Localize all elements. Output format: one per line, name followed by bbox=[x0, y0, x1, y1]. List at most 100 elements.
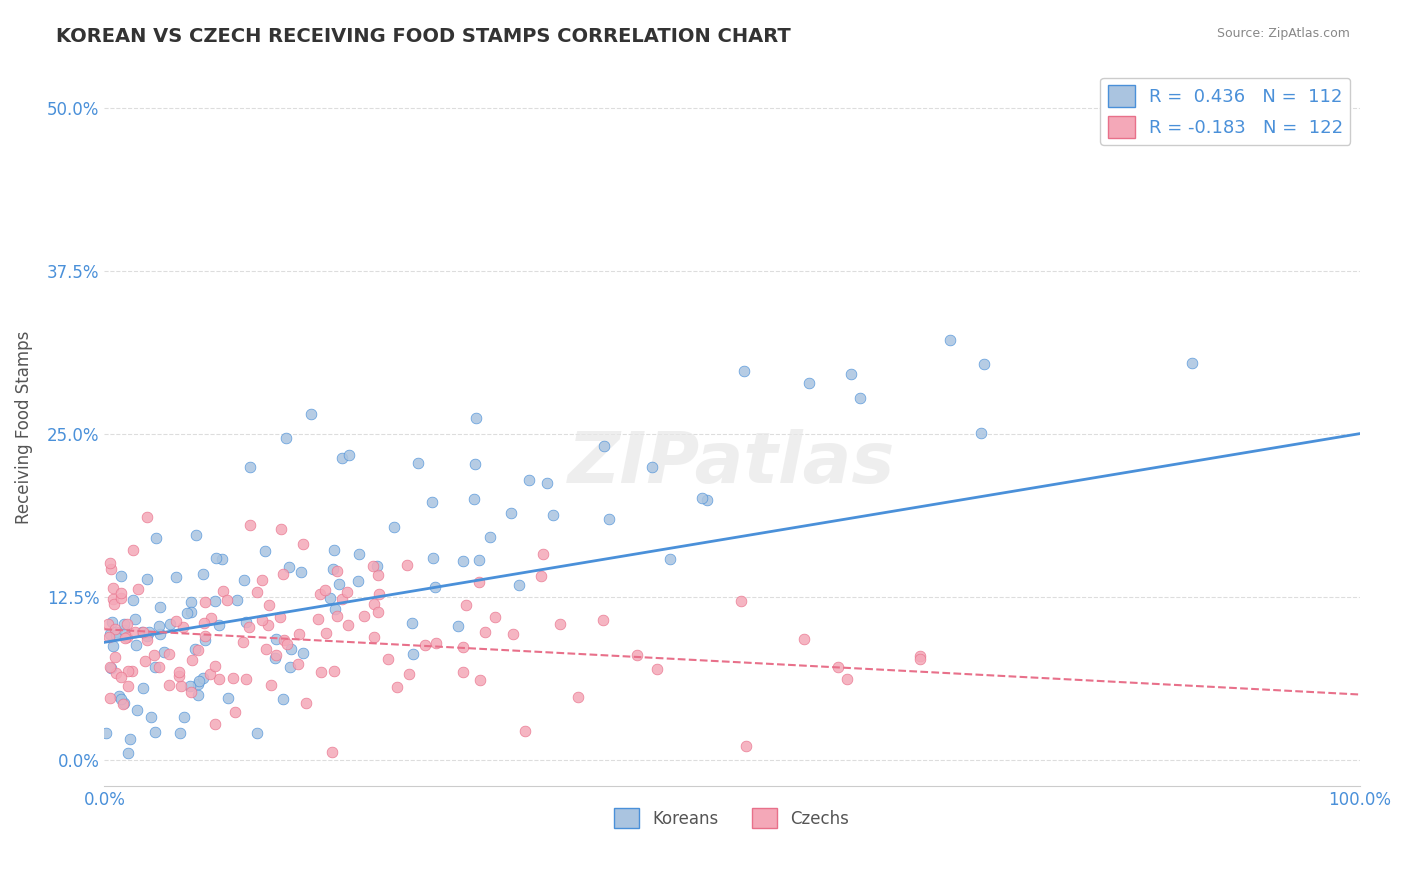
Point bbox=[204, 659, 226, 673]
Point bbox=[125, 638, 148, 652]
Point bbox=[141, 710, 163, 724]
Point bbox=[1181, 356, 1204, 370]
Point bbox=[232, 635, 254, 649]
Point bbox=[395, 558, 418, 572]
Point bbox=[235, 673, 257, 687]
Point bbox=[468, 552, 491, 566]
Point bbox=[645, 661, 668, 675]
Point bbox=[194, 595, 217, 609]
Point bbox=[169, 726, 191, 740]
Point bbox=[127, 582, 149, 596]
Point bbox=[307, 612, 329, 626]
Point bbox=[291, 647, 314, 661]
Point bbox=[277, 560, 299, 574]
Point bbox=[273, 632, 295, 647]
Point bbox=[592, 439, 614, 453]
Point bbox=[598, 512, 620, 526]
Point bbox=[165, 570, 187, 584]
Point bbox=[385, 681, 408, 695]
Point bbox=[187, 643, 209, 657]
Point bbox=[204, 594, 226, 608]
Point bbox=[626, 648, 648, 662]
Point bbox=[187, 677, 209, 691]
Point bbox=[98, 660, 121, 674]
Point bbox=[153, 645, 176, 659]
Point bbox=[115, 617, 138, 632]
Point bbox=[259, 598, 281, 612]
Point bbox=[136, 632, 159, 647]
Point bbox=[104, 628, 127, 642]
Legend: Koreans, Czechs: Koreans, Czechs bbox=[607, 801, 856, 835]
Point bbox=[143, 725, 166, 739]
Point bbox=[474, 624, 496, 639]
Point bbox=[239, 460, 262, 475]
Point bbox=[548, 617, 571, 632]
Point bbox=[328, 577, 350, 591]
Point bbox=[363, 630, 385, 644]
Point bbox=[180, 605, 202, 619]
Point bbox=[193, 615, 215, 630]
Point bbox=[136, 629, 159, 643]
Point bbox=[134, 655, 156, 669]
Point bbox=[94, 725, 117, 739]
Point bbox=[271, 691, 294, 706]
Point bbox=[730, 594, 752, 608]
Point bbox=[299, 407, 322, 421]
Point bbox=[179, 679, 201, 693]
Point bbox=[253, 544, 276, 558]
Point bbox=[233, 574, 256, 588]
Point bbox=[502, 627, 524, 641]
Point bbox=[793, 632, 815, 646]
Point bbox=[238, 620, 260, 634]
Point bbox=[184, 642, 207, 657]
Point bbox=[501, 507, 523, 521]
Point bbox=[180, 595, 202, 609]
Point bbox=[138, 624, 160, 639]
Point bbox=[110, 586, 132, 600]
Point bbox=[124, 624, 146, 639]
Point bbox=[165, 614, 187, 628]
Point bbox=[690, 491, 713, 505]
Point bbox=[536, 476, 558, 491]
Point bbox=[101, 615, 124, 629]
Point bbox=[212, 583, 235, 598]
Point bbox=[658, 552, 681, 566]
Point bbox=[322, 562, 344, 576]
Point bbox=[839, 367, 862, 381]
Point bbox=[114, 631, 136, 645]
Point bbox=[288, 627, 311, 641]
Point bbox=[115, 630, 138, 644]
Point bbox=[226, 593, 249, 607]
Point bbox=[464, 411, 486, 425]
Point bbox=[124, 612, 146, 626]
Point bbox=[531, 547, 554, 561]
Point bbox=[173, 709, 195, 723]
Point bbox=[325, 608, 347, 623]
Point bbox=[211, 552, 233, 566]
Point bbox=[367, 605, 389, 619]
Point bbox=[114, 617, 136, 632]
Point bbox=[254, 642, 277, 657]
Point bbox=[368, 586, 391, 600]
Point bbox=[330, 451, 353, 466]
Point bbox=[143, 660, 166, 674]
Point bbox=[110, 692, 132, 706]
Point bbox=[217, 690, 239, 705]
Point bbox=[264, 651, 287, 665]
Point bbox=[246, 726, 269, 740]
Point bbox=[423, 580, 446, 594]
Point bbox=[157, 647, 180, 661]
Point bbox=[191, 671, 214, 685]
Point bbox=[235, 615, 257, 629]
Point bbox=[366, 558, 388, 573]
Point bbox=[204, 550, 226, 565]
Point bbox=[479, 530, 502, 544]
Point bbox=[309, 665, 332, 679]
Point bbox=[257, 618, 280, 632]
Point bbox=[377, 652, 399, 666]
Point bbox=[121, 664, 143, 678]
Point bbox=[181, 653, 204, 667]
Point bbox=[309, 586, 332, 600]
Point bbox=[104, 622, 127, 636]
Point bbox=[121, 542, 143, 557]
